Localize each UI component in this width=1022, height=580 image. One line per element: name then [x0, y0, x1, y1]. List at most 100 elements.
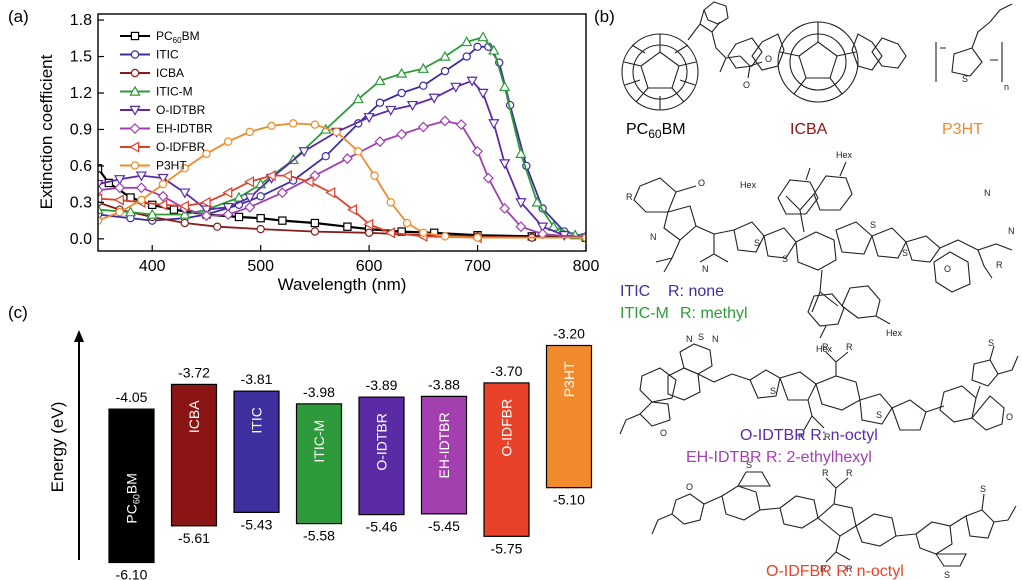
- energy-bar-pc60bm: [108, 408, 155, 564]
- data-point-eh-idtbr: [341, 153, 353, 165]
- itic-s4-label: S: [902, 248, 908, 258]
- data-point-itic-m: [396, 67, 408, 78]
- itic-n4-label: N: [1008, 226, 1015, 236]
- data-point-o-idtbr: [536, 222, 549, 233]
- homo-label-eh-idtbr: -5.45: [428, 518, 460, 534]
- data-point-eh-idtbr: [244, 201, 256, 213]
- data-point-p3ht: [267, 121, 276, 131]
- data-point-p3ht: [137, 195, 146, 205]
- energy-bar-eh-idtbr: [420, 395, 468, 515]
- data-point-eh-idtbr: [200, 210, 212, 222]
- energy-bar-itic-m: [295, 403, 343, 525]
- data-point-itic-m: [352, 93, 364, 104]
- data-point-o-idtbr: [135, 171, 148, 182]
- idtbr-n2-label: N: [712, 334, 719, 344]
- bar-name-p3ht: P3HT: [561, 361, 577, 397]
- p3ht-structure-icon: S n: [935, 3, 1013, 92]
- data-point-p3ht: [223, 137, 233, 146]
- data-point-o-idtbr: [157, 173, 169, 184]
- itic-s2-label: S: [782, 254, 788, 264]
- data-point-o-idtbr: [499, 159, 511, 170]
- data-point-o-idtbr: [200, 205, 213, 216]
- panel-label-b: (b): [594, 7, 615, 26]
- legend-label-o-idfbr: O-IDFBR: [156, 140, 206, 154]
- legend-marker-o-idtbr: [129, 105, 141, 116]
- data-point-eh-idtbr: [222, 209, 234, 220]
- panel-label-c: (c): [8, 303, 28, 322]
- data-point-itic: [397, 88, 406, 98]
- data-point-itic: [440, 66, 450, 76]
- legend-marker-icba: [130, 68, 140, 78]
- data-point-pc60bm: [148, 200, 157, 210]
- x-tick-label: 700: [464, 258, 491, 275]
- data-point-itic-m: [477, 31, 489, 42]
- idfbr-r1-label: R: [822, 468, 829, 478]
- y-tick-label: 1.2: [70, 85, 92, 102]
- icba-caption: ICBA: [790, 121, 828, 138]
- data-point-o-idtbr: [363, 113, 375, 124]
- data-point-p3ht: [245, 127, 255, 137]
- data-point-eh-idtbr: [114, 182, 126, 194]
- legend-label-icba: ICBA: [156, 66, 184, 80]
- itic-hex4-label: Hex: [816, 344, 833, 354]
- data-point-o-idtbr: [477, 88, 489, 99]
- itic-caption: ITIC R: none: [620, 283, 724, 300]
- data-point-p3ht: [289, 119, 298, 128]
- data-point-p3ht: [180, 164, 189, 173]
- y-axis-label: Extinction coefficient: [37, 54, 56, 209]
- data-point-eh-idtbr: [439, 115, 451, 127]
- idfbr-s2-label: S: [944, 570, 950, 580]
- data-point-pc60bm: [397, 227, 406, 236]
- itic-n1-label: N: [650, 232, 657, 242]
- data-point-pc60bm: [310, 218, 320, 228]
- pcbm-structure-icon: O O: [621, 1, 772, 111]
- idtbr-o1-label: O: [1006, 412, 1013, 422]
- data-point-o-idfbr: [265, 170, 276, 182]
- data-point-o-idtbr: [450, 82, 462, 93]
- lumo-label-eh-idtbr: -3.88: [428, 376, 460, 392]
- data-point-itic-m: [417, 62, 429, 73]
- lumo-label-o-idfbr: -3.70: [491, 363, 523, 379]
- data-point-itic-m: [124, 206, 137, 217]
- data-point-p3ht: [402, 218, 412, 228]
- idfbr-r2-label: R: [846, 468, 853, 478]
- series-line-icba: [98, 201, 586, 239]
- data-point-itic: [256, 192, 265, 201]
- bar-name-o-idtbr: O-IDTBR: [374, 413, 390, 471]
- itic-r1-label: R: [626, 192, 633, 202]
- data-point-o-idfbr: [363, 218, 374, 230]
- idfbr-s3-label: S: [980, 484, 986, 494]
- energy-bar-o-idfbr: [483, 382, 530, 537]
- data-point-itic-m: [374, 75, 386, 86]
- y-tick-label: 0.6: [70, 158, 92, 175]
- data-point-eh-idtbr: [396, 128, 408, 140]
- data-point-o-idtbr: [179, 188, 191, 199]
- data-point-pc60bm: [278, 216, 287, 225]
- homo-label-itic: -5.43: [241, 516, 273, 532]
- homo-label-icba: -5.61: [178, 530, 210, 546]
- idtbr-s1-label: S: [698, 332, 704, 342]
- idfbr-caption: O-IDFBR R: n-octyl: [766, 563, 904, 580]
- data-point-o-idfbr: [157, 199, 168, 211]
- data-point-itic: [375, 98, 385, 107]
- legend-label-itic: ITIC: [156, 48, 179, 62]
- data-point-o-idfbr: [325, 187, 336, 199]
- data-point-pc60bm: [256, 213, 265, 223]
- data-point-eh-idtbr: [135, 182, 147, 194]
- data-point-eh-idtbr: [499, 203, 511, 214]
- x-tick-label: 600: [356, 258, 383, 275]
- data-point-eh-idtbr: [98, 184, 104, 196]
- data-point-icba: [310, 227, 320, 236]
- data-point-itic: [419, 81, 428, 90]
- idfbr-o1-label: O: [686, 482, 693, 492]
- data-point-itic-m: [179, 208, 191, 219]
- data-point-p3ht: [386, 198, 395, 207]
- data-point-o-idtbr: [488, 119, 500, 130]
- idtbr-structure-icon: N S N S S R R R R S O O: [619, 332, 1019, 442]
- legend-marker-p3ht: [130, 161, 140, 170]
- data-point-p3ht: [202, 149, 211, 158]
- data-point-eh-idtbr: [157, 190, 169, 202]
- y-tick-label: 0.3: [70, 194, 92, 211]
- data-point-p3ht: [310, 120, 320, 129]
- data-point-o-idtbr: [244, 193, 256, 204]
